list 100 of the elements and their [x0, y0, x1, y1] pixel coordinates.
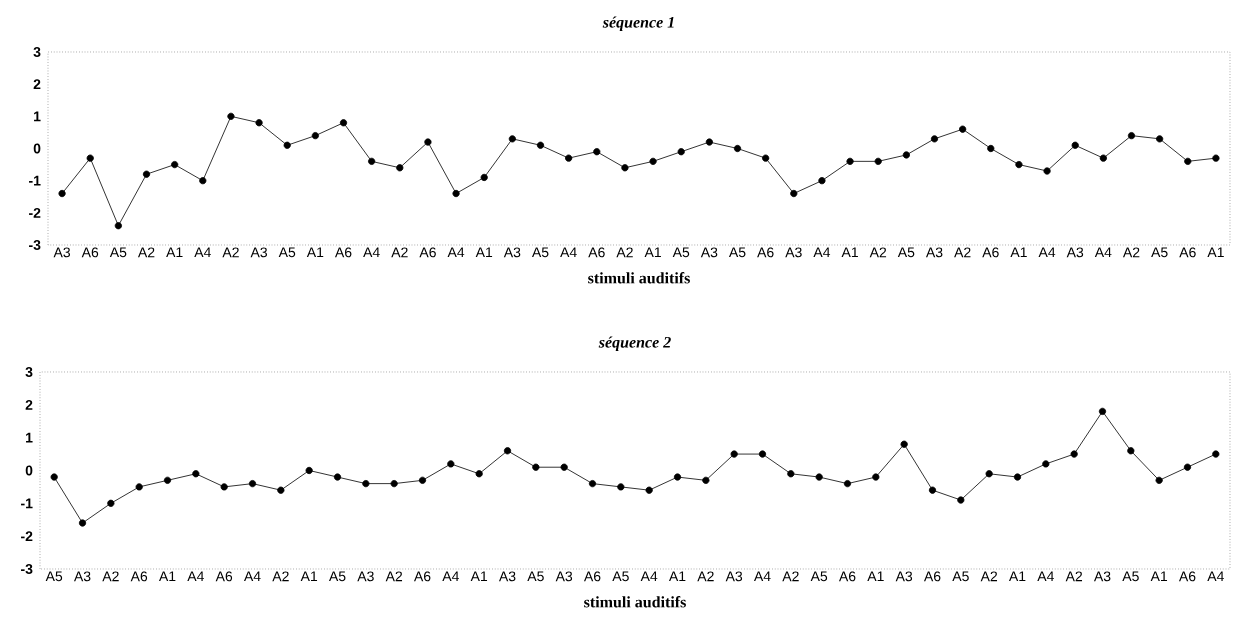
y-tick-label: -1: [21, 498, 33, 509]
x-tick-label: A1: [1010, 247, 1027, 258]
point: [733, 144, 742, 153]
x-tick-label: A5: [897, 247, 915, 258]
x-tick-label: A3: [895, 571, 913, 582]
point: [163, 476, 172, 484]
point: [199, 177, 207, 185]
point: [447, 460, 455, 468]
point: [50, 473, 58, 481]
x-tick-label: A1: [668, 571, 686, 582]
point: [959, 125, 967, 133]
point: [617, 483, 625, 491]
x-tick-label: A2: [616, 247, 633, 258]
x-tick-label: A3: [250, 247, 268, 258]
x-tick-label: A5: [810, 571, 828, 582]
point: [593, 148, 601, 156]
x-tick-label: A6: [1179, 247, 1196, 258]
x-tick-label: A3: [925, 247, 943, 258]
y-tick-label: 3: [25, 367, 33, 377]
x-tick-label: A4: [753, 571, 771, 582]
x-tick-label: A3: [785, 247, 802, 258]
point: [255, 119, 263, 127]
point: [536, 141, 545, 149]
point: [1212, 450, 1220, 458]
x-tick-label: A5: [728, 247, 746, 258]
point: [1042, 460, 1050, 468]
point: [532, 463, 540, 471]
x-tick-label: A4: [1038, 247, 1056, 258]
x-tick-label: A1: [841, 247, 858, 258]
x-tick-label: A1: [470, 571, 488, 582]
x-tick-label: A4: [813, 247, 831, 258]
point: [396, 164, 404, 172]
point: [277, 486, 285, 494]
y-tick-label: 0: [25, 465, 33, 476]
x-tick-label: A4: [560, 247, 577, 258]
point: [673, 473, 682, 481]
point: [705, 138, 713, 146]
point: [1099, 154, 1107, 162]
x-tick-label: A3: [498, 571, 516, 582]
y-tick-label: -1: [29, 175, 41, 186]
y-tick-label: -3: [21, 564, 33, 574]
point: [1156, 135, 1164, 143]
point: [475, 470, 483, 478]
x-tick-label: A1: [867, 571, 884, 582]
point: [985, 470, 993, 478]
x-tick-label: A4: [1094, 247, 1112, 258]
point: [503, 447, 512, 455]
point: [900, 440, 908, 448]
x-tick-label: A2: [697, 571, 714, 582]
point: [843, 480, 852, 488]
point: [390, 480, 398, 488]
y-tick-label: 2: [25, 399, 33, 410]
point: [1015, 160, 1023, 169]
point: [565, 154, 573, 162]
x-tick-label: A4: [194, 247, 211, 258]
y-tick-label: -2: [21, 531, 33, 542]
point: [107, 499, 115, 507]
x-tick-label: A3: [1066, 247, 1084, 258]
y-tick-label: 0: [33, 143, 41, 154]
y-tick-label: 1: [34, 111, 41, 122]
point: [928, 486, 937, 494]
point: [362, 480, 370, 488]
x-tick-label: A4: [243, 571, 261, 582]
point: [508, 135, 516, 143]
chart-title: séquence 2: [598, 336, 671, 351]
point: [1070, 450, 1078, 458]
x-tick-label: A6: [413, 571, 431, 582]
x-axis-title: stimuli auditifs: [584, 596, 686, 608]
x-tick-label: A6: [1178, 571, 1196, 582]
point: [220, 483, 228, 491]
x-tick-label: A5: [278, 247, 296, 258]
x-tick-label: A5: [328, 571, 346, 582]
point: [339, 119, 348, 127]
point: [1127, 447, 1135, 455]
point: [787, 470, 795, 478]
point: [452, 189, 460, 198]
x-tick-label: A3: [725, 571, 743, 582]
point: [588, 480, 597, 488]
x-tick-label: A2: [1065, 571, 1083, 582]
x-tick-label: A2: [272, 571, 289, 582]
x-tick-label: A1: [475, 247, 493, 258]
x-tick-label: A4: [1207, 571, 1224, 582]
y-tick-label: 1: [26, 432, 33, 443]
point: [957, 496, 965, 504]
point: [730, 450, 738, 458]
point: [762, 154, 770, 162]
x-tick-label: A3: [73, 571, 91, 582]
point: [283, 141, 291, 149]
x-tick-label: A5: [672, 247, 690, 258]
point: [305, 466, 313, 475]
point: [78, 519, 87, 527]
chart-title: séquence 1: [602, 16, 674, 31]
point: [1183, 463, 1192, 471]
x-tick-label: A2: [782, 571, 799, 582]
point: [192, 470, 200, 478]
point: [818, 177, 826, 185]
x-tick-label: A1: [1008, 571, 1026, 582]
x-tick-label: A4: [187, 571, 204, 582]
point: [135, 483, 143, 491]
point: [649, 157, 657, 165]
